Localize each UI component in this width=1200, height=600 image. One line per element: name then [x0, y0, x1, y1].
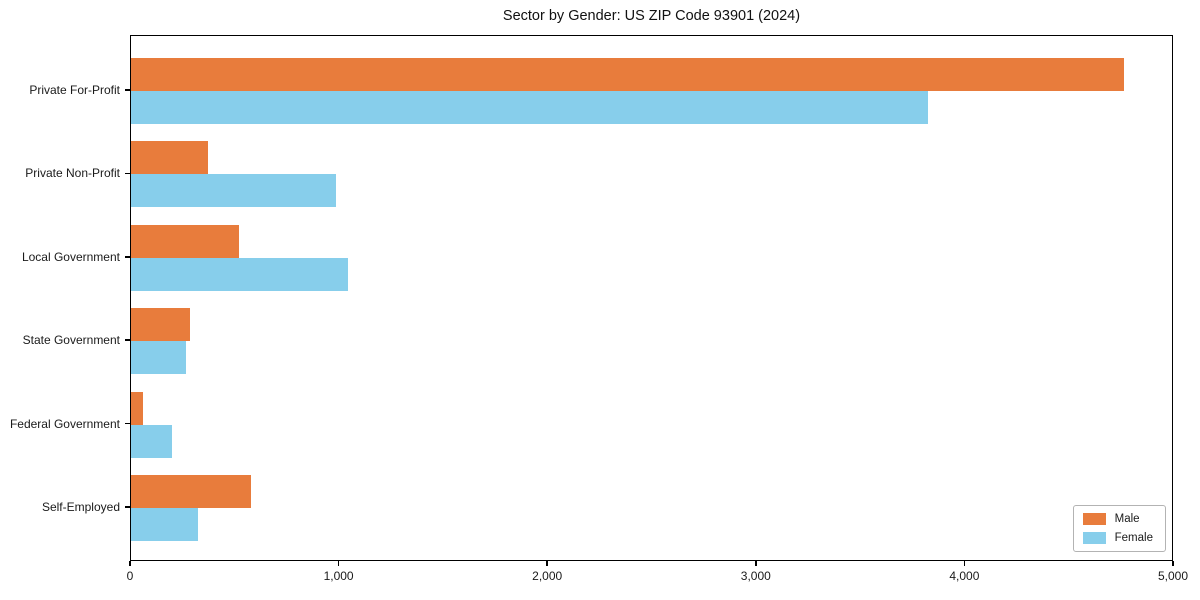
x-tick-mark	[963, 561, 966, 566]
bar-male-private-non-profit	[131, 141, 209, 175]
x-tick-label: 4,000	[949, 569, 980, 583]
x-tick-label: 1,000	[323, 569, 354, 583]
legend-swatch-female-icon	[1082, 532, 1106, 544]
y-tick-mark	[125, 339, 130, 341]
x-tick-label: 2,000	[532, 569, 563, 583]
x-tick-mark	[1172, 561, 1174, 566]
bar-male-state-government	[131, 308, 191, 342]
legend-entry-male: Male	[1082, 513, 1153, 525]
y-axis-label: Local Government	[21, 249, 120, 264]
y-axis-label: Federal Government	[9, 416, 120, 431]
bar-female-private-for-profit	[131, 91, 929, 124]
legend-swatch-male-icon	[1082, 513, 1106, 525]
chart-title: Sector by Gender: US ZIP Code 93901 (202…	[502, 8, 801, 24]
x-tick-mark	[337, 561, 340, 566]
x-tick-mark	[129, 561, 131, 566]
y-axis-label: Self-Employed	[41, 500, 120, 514]
y-tick-mark	[125, 89, 130, 91]
legend: Male Female	[1072, 505, 1166, 552]
x-tick-label: 3,000	[740, 569, 771, 583]
bar-female-private-non-profit	[131, 174, 337, 208]
y-tick-mark	[125, 506, 130, 508]
bar-male-self-employed	[131, 475, 251, 508]
bar-female-local-government	[131, 257, 348, 291]
y-tick-mark	[125, 256, 130, 258]
legend-entry-female: Female	[1082, 532, 1153, 544]
y-axis-label: State Government	[22, 333, 120, 348]
x-tick-label: 0	[126, 569, 134, 583]
y-tick-mark	[125, 172, 130, 175]
plot-area: Male Female	[130, 35, 1173, 561]
bar-male-private-for-profit	[131, 58, 1125, 91]
bar-male-federal-government	[131, 391, 144, 425]
bar-female-state-government	[131, 341, 187, 375]
y-axis-label: Private For-Profit	[29, 83, 120, 97]
x-tick-label: 5,000	[1157, 569, 1189, 583]
legend-label-male: Male	[1114, 513, 1140, 525]
y-tick-mark	[125, 422, 130, 425]
bar-male-local-government	[131, 224, 240, 258]
bar-female-federal-government	[131, 424, 172, 458]
x-tick-mark	[755, 561, 757, 566]
legend-label-female: Female	[1114, 532, 1153, 544]
bar-female-self-employed	[131, 508, 198, 541]
y-axis-label: Private Non-Profit	[25, 166, 120, 181]
x-tick-mark	[546, 561, 548, 566]
